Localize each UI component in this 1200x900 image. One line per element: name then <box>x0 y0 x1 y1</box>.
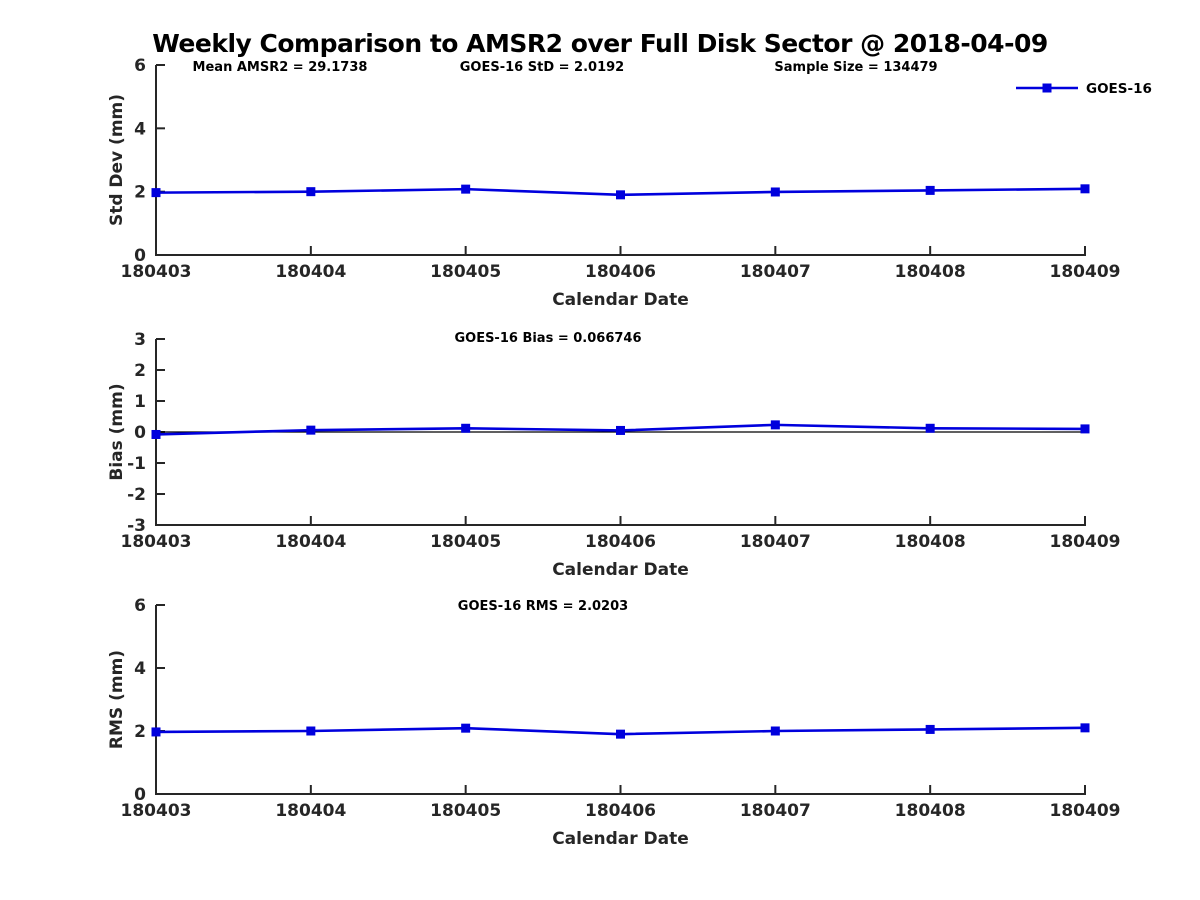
x-tick-label: 180408 <box>895 262 966 282</box>
subplot-stddev: 0 2 4 6 180403 180404 180405 180406 180407 180408… <box>107 56 1152 310</box>
legend-label: GOES-16 <box>1086 81 1152 97</box>
data-point-marker <box>306 187 316 197</box>
x-tick-label: 180403 <box>121 801 192 821</box>
y-tick-label: 0 <box>134 423 146 443</box>
x-tick-label: 180407 <box>740 262 811 282</box>
x-axis-label: Calendar Date <box>552 829 689 849</box>
data-point-marker <box>151 727 161 737</box>
data-point-marker <box>306 425 316 435</box>
y-tick-label: 1 <box>134 392 146 412</box>
x-tick-label: 180405 <box>430 262 501 282</box>
x-tick-label: 180409 <box>1050 262 1121 282</box>
data-point-marker <box>461 423 471 433</box>
x-tick-label: 180407 <box>740 801 811 821</box>
x-tick-label: 180403 <box>121 532 192 552</box>
data-point-marker <box>1080 424 1090 434</box>
y-tick-label: 6 <box>134 56 146 76</box>
annotation: GOES-16 RMS = 2.0203 <box>458 599 628 614</box>
y-tick-label: 3 <box>134 330 146 350</box>
x-tick-label: 180406 <box>585 262 656 282</box>
data-point-marker <box>151 429 161 439</box>
x-tick-label: 180404 <box>275 801 346 821</box>
subplot-rms: 0 2 4 6 180403 180404 180405 180406 180407 180408… <box>107 596 1120 849</box>
subplot-bias: -3 -2 -1 0 1 2 3 180403 180404 180405 180406 180407… <box>107 330 1120 580</box>
y-tick-label: 0 <box>134 246 146 266</box>
annotation: Mean AMSR2 = 29.1738 <box>193 60 368 75</box>
y-tick-label: -2 <box>127 485 146 505</box>
x-tick-label: 180408 <box>895 801 966 821</box>
data-point-marker <box>925 185 935 195</box>
x-axis-label: Calendar Date <box>552 290 689 310</box>
x-tick-label: 180409 <box>1050 532 1121 552</box>
data-point-marker <box>770 726 780 736</box>
data-point-marker <box>1080 184 1090 194</box>
data-point-marker <box>1080 723 1090 733</box>
annotation: GOES-16 Bias = 0.066746 <box>454 331 641 346</box>
y-axis-label: Std Dev (mm) <box>107 94 127 226</box>
annotation: Sample Size = 134479 <box>774 60 937 75</box>
data-point-marker <box>461 723 471 733</box>
y-tick-label: 4 <box>134 659 146 679</box>
data-point-marker <box>925 423 935 433</box>
data-point-marker <box>616 425 625 435</box>
y-tick-label: -3 <box>127 516 146 536</box>
x-tick-label: 180408 <box>895 532 966 552</box>
y-tick-label: 4 <box>134 119 146 139</box>
x-tick-label: 180403 <box>121 262 192 282</box>
x-tick-label: 180409 <box>1050 801 1121 821</box>
data-point-marker <box>770 420 780 430</box>
x-tick-label: 180404 <box>275 262 346 282</box>
data-point-marker <box>770 187 780 197</box>
y-tick-label: 2 <box>134 722 146 742</box>
x-tick-label: 180404 <box>275 532 346 552</box>
y-tick-label: 0 <box>134 785 146 805</box>
y-axis-label: Bias (mm) <box>107 383 127 480</box>
y-axis-label: RMS (mm) <box>107 650 127 749</box>
data-point-marker <box>461 184 471 194</box>
legend: GOES-16 <box>1016 81 1152 97</box>
data-point-marker <box>925 724 935 734</box>
figure-title: Weekly Comparison to AMSR2 over Full Dis… <box>152 29 1048 58</box>
annotation: GOES-16 StD = 2.0192 <box>460 60 624 75</box>
x-tick-label: 180406 <box>585 801 656 821</box>
y-tick-label: 2 <box>134 361 146 381</box>
x-axis-label: Calendar Date <box>552 560 689 580</box>
data-point-marker <box>616 190 625 200</box>
y-tick-label: -1 <box>127 454 146 474</box>
x-tick-label: 180407 <box>740 532 811 552</box>
y-tick-label: 2 <box>134 183 146 203</box>
x-tick-label: 180405 <box>430 801 501 821</box>
data-point-marker <box>616 729 625 739</box>
data-point-marker <box>306 726 316 736</box>
legend-marker-icon <box>1042 83 1052 93</box>
data-point-marker <box>151 188 161 198</box>
x-tick-label: 180406 <box>585 532 656 552</box>
x-tick-label: 180405 <box>430 532 501 552</box>
y-tick-label: 6 <box>134 596 146 616</box>
